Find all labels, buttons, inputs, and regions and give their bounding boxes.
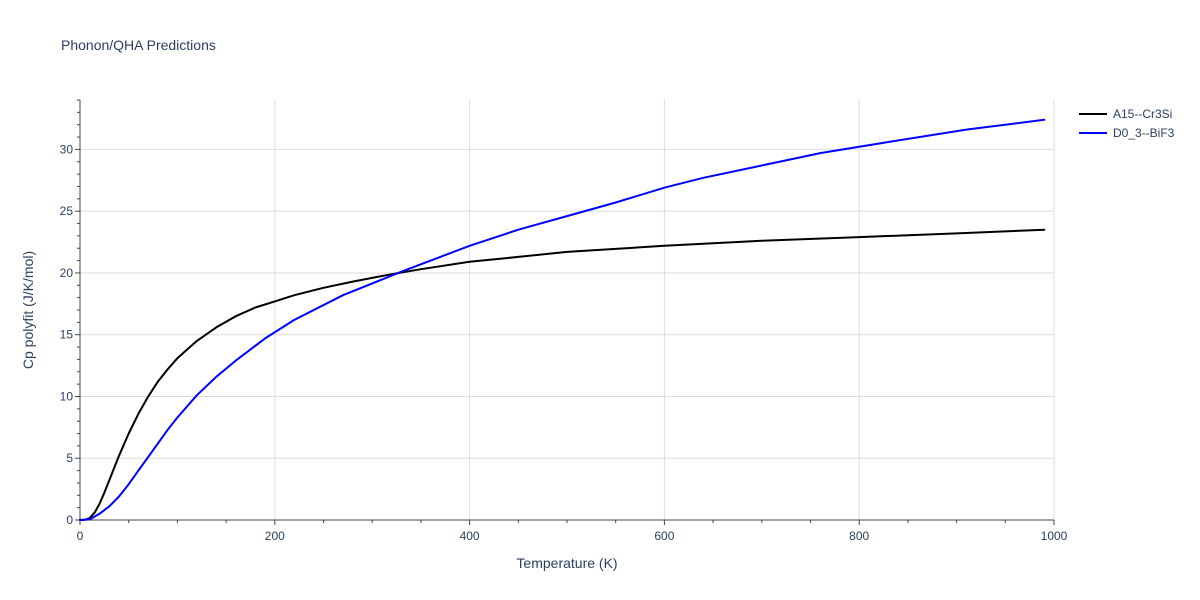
x-tick-label: 200: [265, 529, 285, 543]
legend-item[interactable]: A15--Cr3Si: [1079, 107, 1172, 121]
x-tick-label: 800: [849, 529, 869, 543]
legend-label: A15--Cr3Si: [1113, 107, 1172, 121]
x-tick-label: 600: [654, 529, 674, 543]
legend-label: D0_3--BiF3: [1113, 126, 1175, 140]
y-tick-label: 15: [60, 328, 74, 342]
y-tick-label: 25: [60, 204, 74, 218]
x-tick-label: 1000: [1041, 529, 1068, 543]
legend[interactable]: A15--Cr3Si D0_3--BiF3: [1079, 107, 1175, 140]
x-tick-label: 0: [77, 529, 84, 543]
series: [79, 118, 1046, 521]
axes: 0 200 400 600 800 1000 0 5 10 15 20 25 30: [60, 99, 1068, 543]
series-line-1: [79, 228, 1046, 521]
y-tick-label: 10: [60, 389, 74, 403]
y-tick-label: 5: [66, 451, 73, 465]
legend-item[interactable]: D0_3--BiF3: [1079, 126, 1175, 140]
y-tick-label: 0: [66, 513, 73, 527]
y-tick-label: 30: [60, 142, 74, 156]
series-line-2: [79, 118, 1046, 521]
x-axis-title: Temperature (K): [516, 555, 617, 571]
y-axis-title: Cp polyfit (J/K/mol): [20, 251, 36, 369]
grid: [80, 100, 1055, 520]
x-tick-label: 400: [460, 529, 480, 543]
y-tick-label: 20: [60, 266, 74, 280]
chart-title: Phonon/QHA Predictions: [61, 37, 216, 53]
